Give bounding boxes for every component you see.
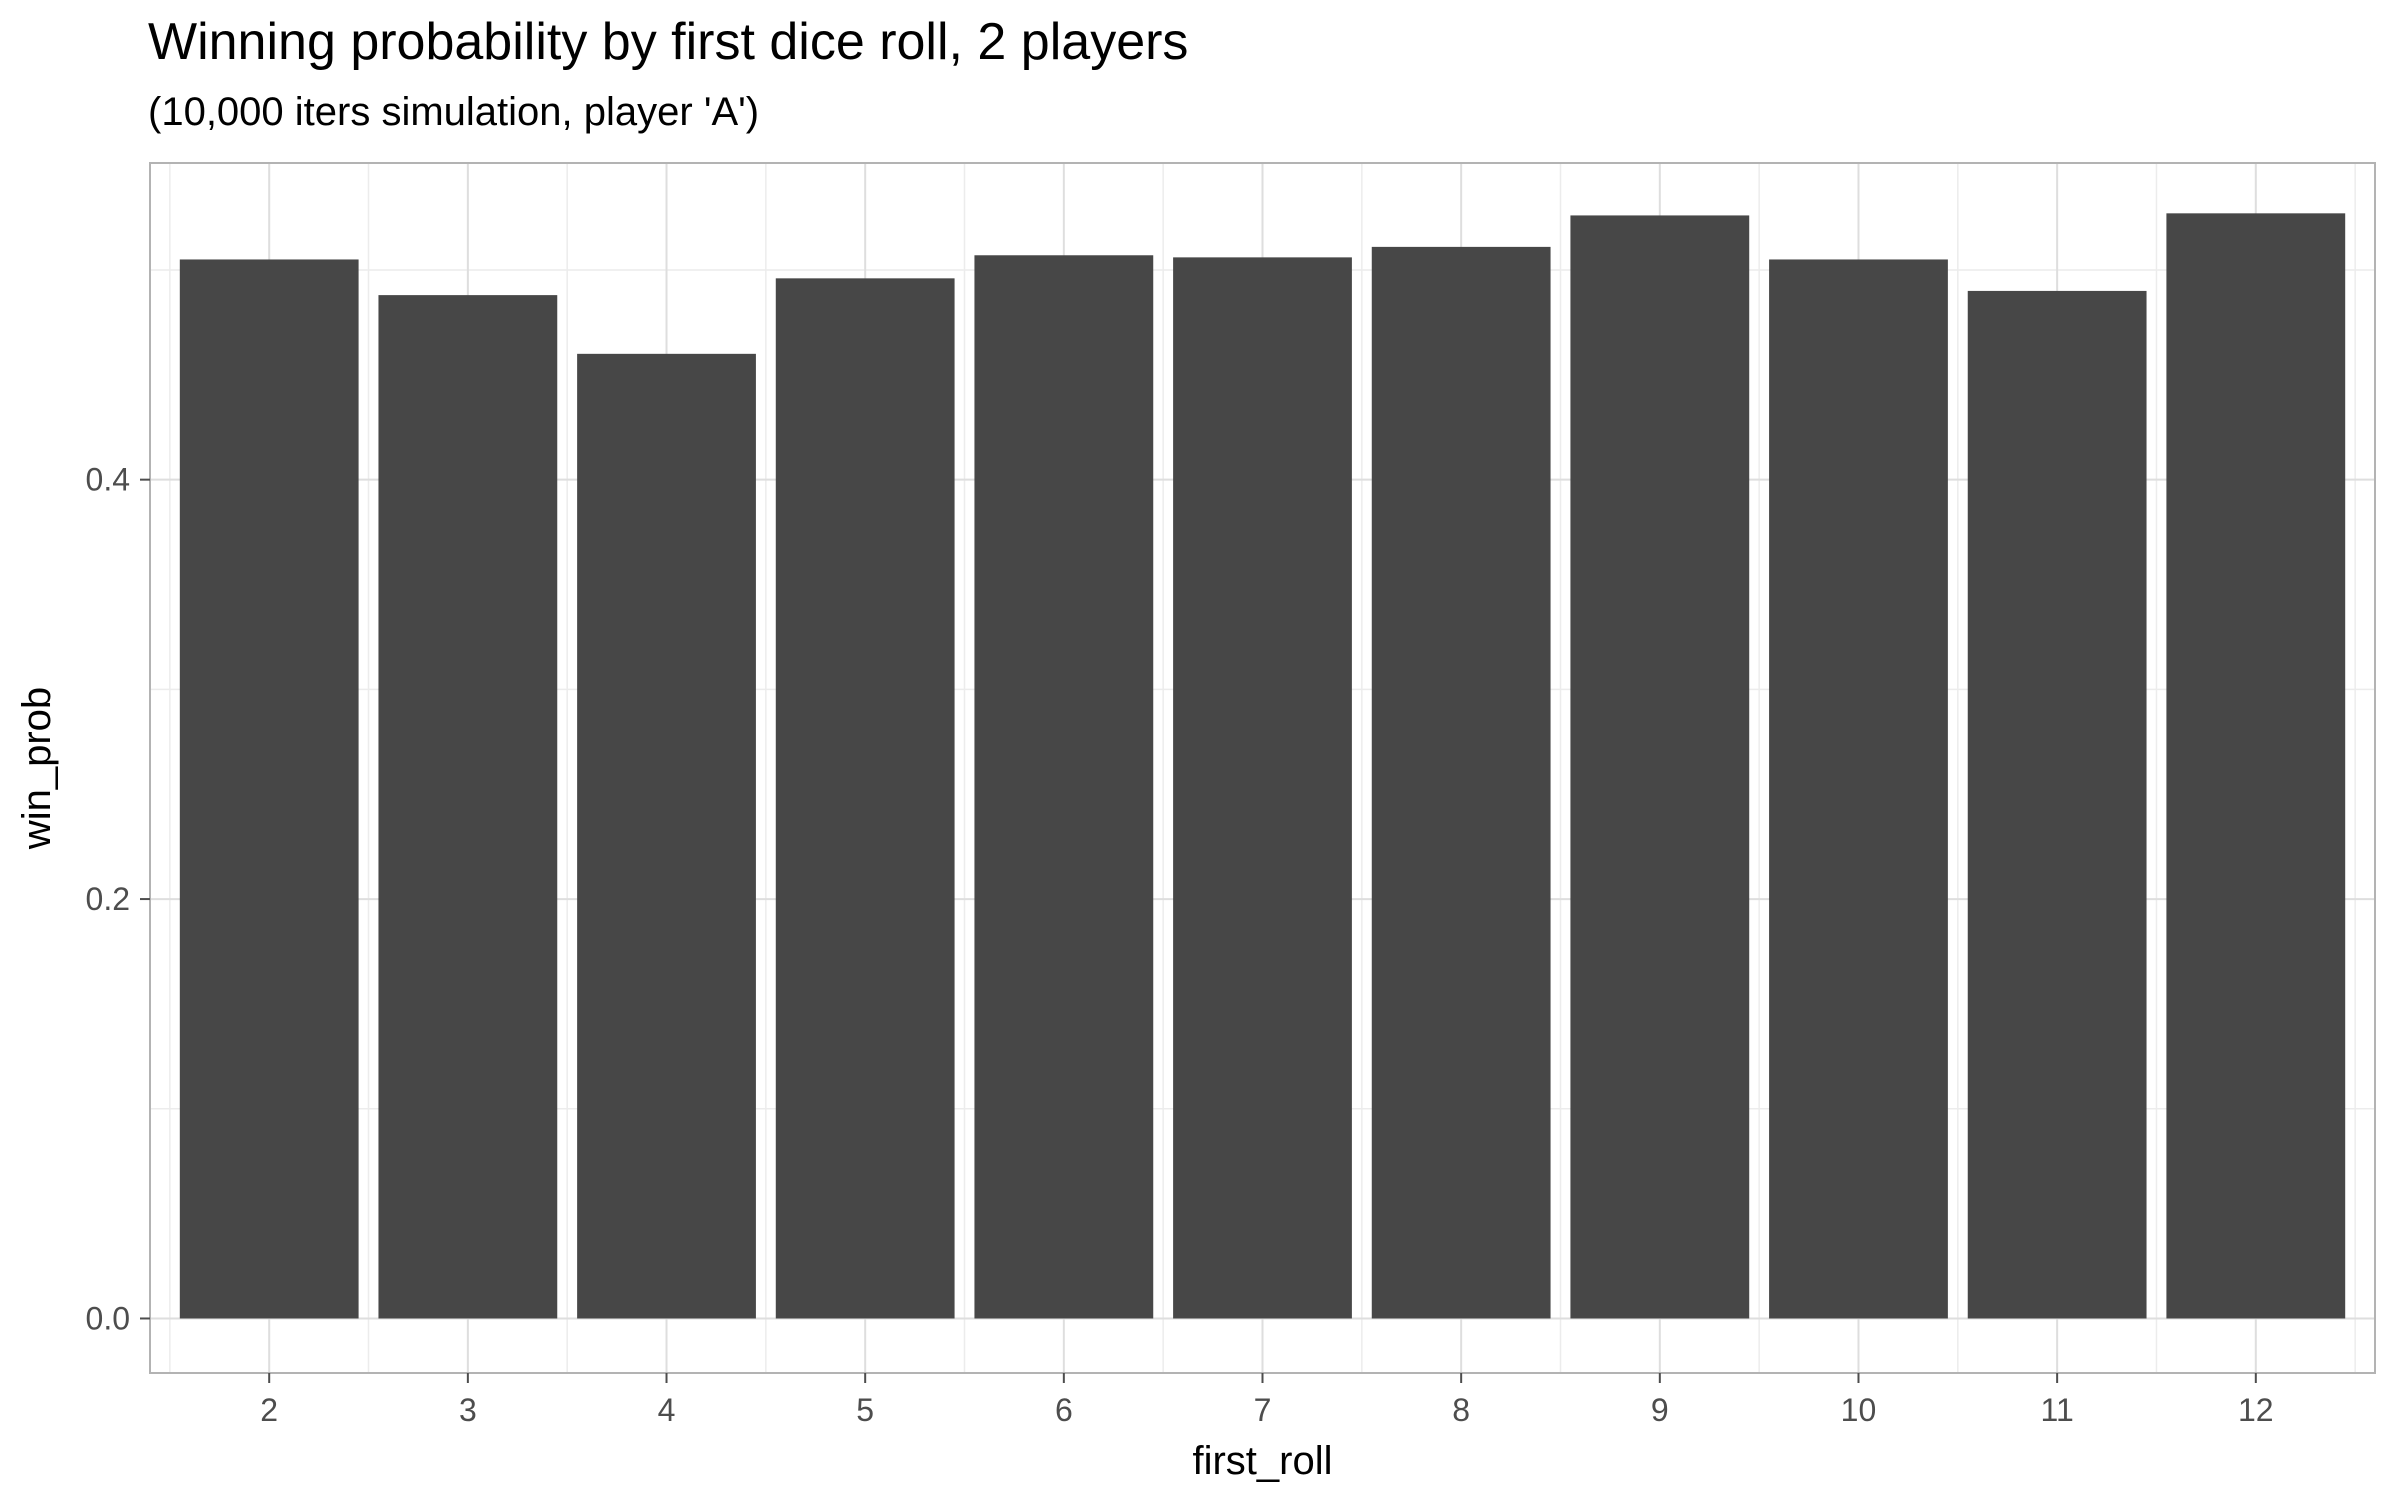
x-tick-label: 4 — [658, 1392, 676, 1428]
x-tick-label: 2 — [260, 1392, 278, 1428]
bar-5 — [775, 278, 955, 1319]
bar-3 — [378, 295, 558, 1319]
bar-9 — [1570, 215, 1750, 1319]
x-tick-label: 10 — [1841, 1392, 1877, 1428]
x-tick-label: 7 — [1254, 1392, 1272, 1428]
chart-title: Winning probability by first dice roll, … — [148, 13, 1189, 71]
bar-12 — [2166, 213, 2346, 1319]
bars — [179, 213, 2346, 1319]
bar-2 — [179, 259, 359, 1319]
x-tick-label: 3 — [459, 1392, 477, 1428]
bar-6 — [974, 255, 1154, 1319]
x-tick-label: 6 — [1055, 1392, 1073, 1428]
x-axis-title: first_roll — [1192, 1439, 1332, 1483]
y-tick-label: 0.2 — [86, 881, 130, 917]
y-tick-label: 0.4 — [86, 462, 130, 498]
bar-10 — [1769, 259, 1948, 1319]
bar-8 — [1371, 246, 1551, 1319]
bar-7 — [1173, 257, 1352, 1319]
x-tick-label: 9 — [1651, 1392, 1669, 1428]
x-tick-label: 8 — [1452, 1392, 1470, 1428]
x-tick-label: 5 — [856, 1392, 874, 1428]
y-axis-ticks: 0.0 0.2 0.4 — [86, 462, 150, 1336]
x-tick-label: 12 — [2238, 1392, 2274, 1428]
bar-4 — [577, 353, 756, 1319]
bar-11 — [1967, 290, 2147, 1319]
x-axis-ticks: 2 3 4 5 6 7 8 9 10 11 12 — [260, 1373, 2274, 1428]
x-tick-label: 11 — [2041, 1392, 2074, 1428]
y-tick-label: 0.0 — [86, 1300, 130, 1336]
chart-subtitle: (10,000 iters simulation, player 'A') — [148, 90, 760, 134]
y-axis-title: win_prob — [15, 687, 59, 850]
